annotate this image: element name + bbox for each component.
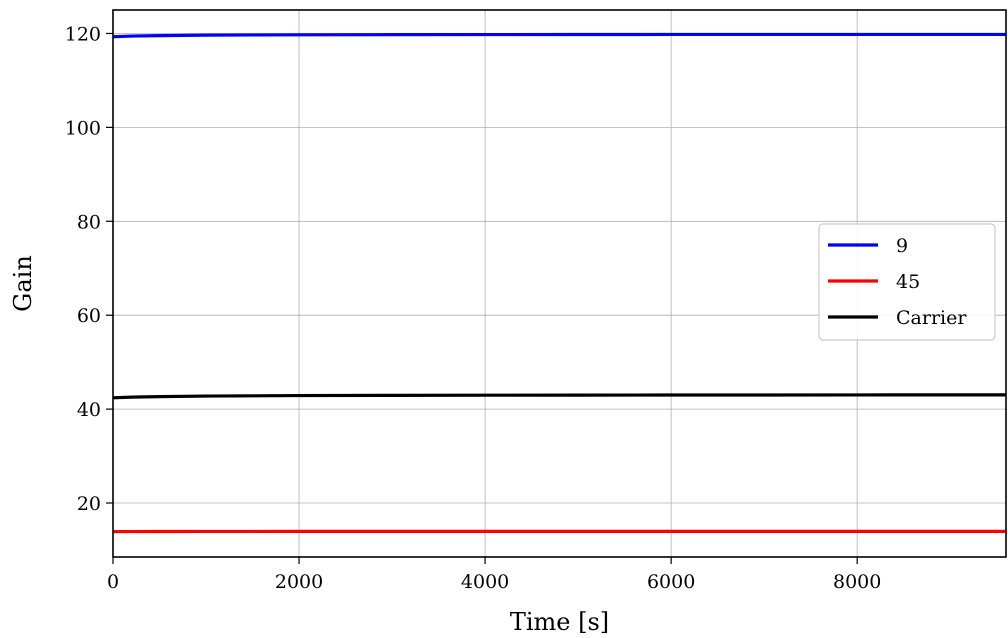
x-tick-label: 2000: [275, 571, 323, 593]
legend-label-0: 9: [896, 235, 908, 257]
legend: 9 45 Carrier: [818, 223, 996, 341]
y-axis-label: Gain: [9, 255, 37, 312]
y-tick-label: 100: [65, 117, 101, 139]
series-lines: [112, 32, 1006, 534]
x-tick-label: 8000: [833, 571, 881, 593]
y-tick-label: 20: [77, 493, 101, 515]
series-line-0: [112, 32, 1006, 39]
x-tick-label: 4000: [461, 571, 509, 593]
legend-label-1: 45: [896, 271, 920, 293]
y-tick-label: 60: [77, 305, 101, 327]
x-tick-label: 0: [107, 571, 119, 593]
axis-ticks: 0 2000 4000 6000 8000 20 40 60 80 100 120: [65, 23, 882, 593]
y-tick-label: 80: [77, 211, 101, 233]
x-tick-label: 6000: [647, 571, 695, 593]
legend-label-2: Carrier: [896, 307, 967, 329]
plot-frame: [112, 9, 1007, 558]
y-tick-label: 40: [77, 399, 101, 421]
y-tick-label: 120: [65, 23, 101, 45]
legend-box: [818, 223, 996, 341]
x-axis-label: Time [s]: [510, 608, 609, 636]
series-line-2: [112, 393, 1006, 400]
